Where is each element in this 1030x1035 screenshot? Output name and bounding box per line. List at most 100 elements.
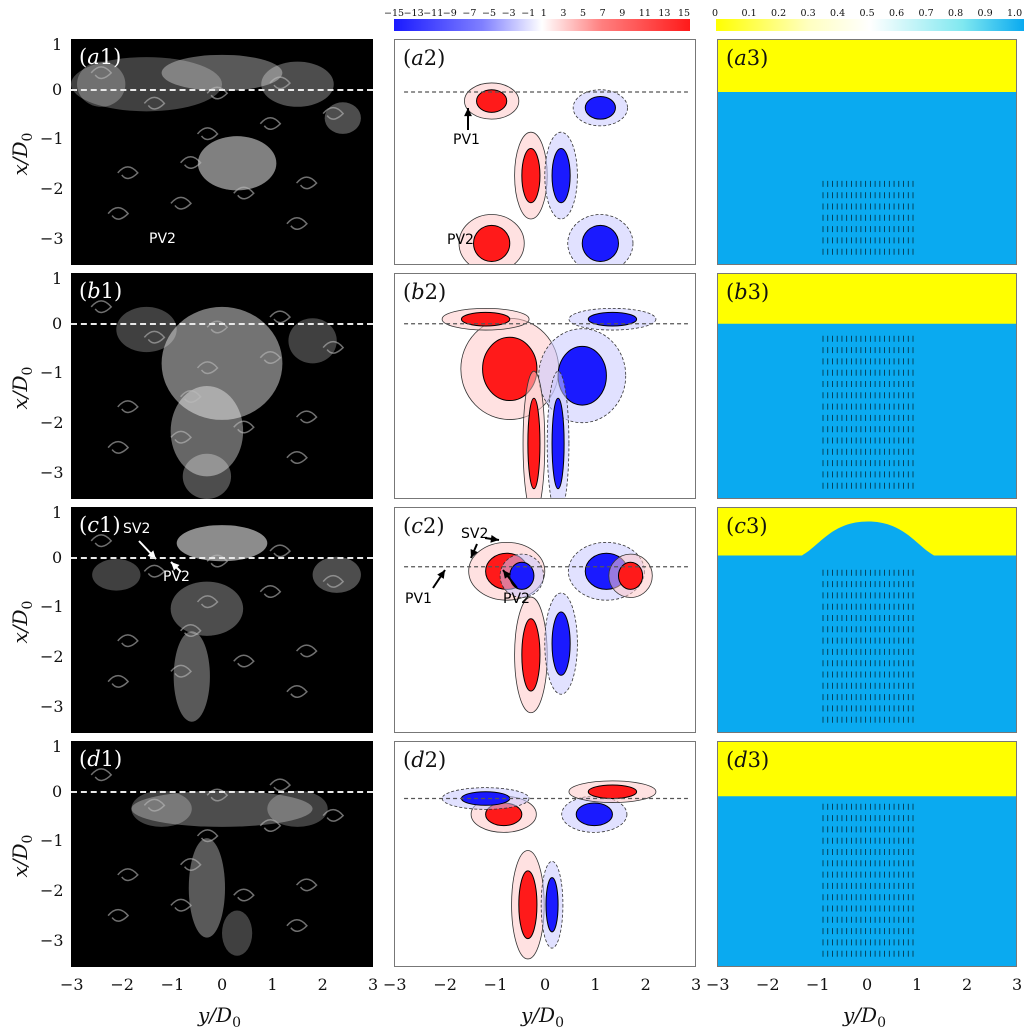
smoke-swirl <box>143 798 166 812</box>
panel-label-close: ) <box>761 280 770 304</box>
smoke-swirl <box>180 623 202 637</box>
panel-label: (d3) <box>726 748 769 772</box>
panel-label-number: 3 <box>747 748 762 772</box>
panel-label-number: 1 <box>98 513 113 537</box>
smoke-swirl <box>170 898 192 912</box>
smoke-swirl <box>322 340 345 354</box>
vorticity-field <box>404 780 688 960</box>
panel-label-letter: d <box>87 747 101 771</box>
x-tick-label: 0 <box>540 975 551 994</box>
volume-fraction-colorbar: 0 0.1 0.2 0.3 0.4 0.5 0.6 0.7 0.8 0.9 1.0 <box>710 0 1030 36</box>
smoke-swirl <box>233 888 255 902</box>
smoke-swirl <box>206 554 229 568</box>
y-tick-label: 0 <box>52 547 63 567</box>
y-tick-label: 1 <box>52 502 63 522</box>
colorbar-tick-label: 9 <box>619 8 626 19</box>
y-tick-label: 0 <box>52 313 63 333</box>
vorticity-core <box>521 147 541 204</box>
smoke-swirl <box>196 595 219 609</box>
vorticity-field <box>404 541 688 714</box>
panel-label-letter: b <box>87 279 101 303</box>
smoke-swirl <box>180 155 202 169</box>
vof-panel: (b3) <box>717 273 1017 499</box>
smoke-swirl <box>107 908 130 922</box>
smoke-plume <box>161 306 283 420</box>
vorticity-core <box>521 618 541 692</box>
smoke-swirl <box>90 768 113 782</box>
smoke-visualization <box>71 54 361 231</box>
smoke-swirl <box>90 534 113 548</box>
smoke-swirl <box>295 878 318 892</box>
vort-graphic <box>404 534 688 714</box>
colorbar-tick-label: −11 <box>423 8 444 19</box>
panel-label: (b1) <box>79 279 122 303</box>
smoke-plume <box>116 306 177 353</box>
y-tick-label: −3 <box>40 228 64 248</box>
panel-label: (a2) <box>403 46 445 70</box>
panel-label-letter: b <box>411 280 425 304</box>
x-tick-label: 1 <box>912 975 923 994</box>
vorticity-core <box>575 802 613 827</box>
panel-label-number: 2 <box>424 748 439 772</box>
smoke-swirl <box>322 106 345 120</box>
smoke-plume <box>324 102 361 134</box>
panel-label-open: ( <box>79 747 88 771</box>
photo-graphic <box>90 300 345 499</box>
y-tick-label: −2 <box>40 647 64 667</box>
smoke-plume <box>131 790 313 827</box>
velocity-vectors <box>822 569 914 723</box>
panel-label-letter: a <box>87 45 100 69</box>
y-tick-label: −2 <box>40 413 64 433</box>
x-tick-label: −1 <box>806 975 830 994</box>
smoke-swirl <box>233 654 255 668</box>
vorticity-core <box>527 397 541 490</box>
smoke-swirl <box>196 829 219 843</box>
smoke-swirl <box>117 868 139 882</box>
panel-label-number: 2 <box>422 514 437 538</box>
smoke-swirl <box>206 788 229 802</box>
smoke-swirl <box>269 778 291 792</box>
smoke-swirl <box>90 300 113 314</box>
y-tick-label: −1 <box>40 363 64 383</box>
vorticity-core <box>509 561 535 590</box>
x-tick-label: −2 <box>756 975 780 994</box>
vortex-annotation: PV2 <box>503 591 530 607</box>
free-surface-line <box>71 790 373 793</box>
photo-panel: (a1) PV2 <box>71 39 373 265</box>
smoke-swirl <box>90 66 113 80</box>
smoke-plume <box>92 558 141 591</box>
free-surface-line <box>71 556 373 559</box>
y-tick-label: −1 <box>40 597 64 617</box>
y-tick-label: −1 <box>40 831 64 851</box>
panel-label-open: ( <box>79 45 88 69</box>
smoke-swirl <box>233 186 255 200</box>
vorticity-core <box>551 611 571 676</box>
x-tick-label: −2 <box>433 975 457 994</box>
smoke-plume <box>161 54 283 91</box>
y-tick-label: 0 <box>52 79 63 99</box>
colorbar-tick-label: −5 <box>482 8 497 19</box>
smoke-plume <box>170 581 244 636</box>
vort-graphic <box>404 307 688 498</box>
x-tick-label: −3 <box>60 975 84 994</box>
smoke-swirl <box>107 674 130 688</box>
smoke-swirl <box>117 166 139 180</box>
panel-label-open: ( <box>726 514 735 538</box>
colorbar-tick-label: 0.5 <box>859 8 875 19</box>
x-tick-label: 1 <box>267 975 278 994</box>
vorticity-core <box>584 96 616 120</box>
smoke-swirl <box>143 564 166 578</box>
annotation-arrowhead <box>470 549 478 558</box>
panel-label-close: ) <box>114 747 123 771</box>
x-axis-label-text: y/D <box>198 1003 233 1027</box>
smoke-swirl <box>196 127 219 141</box>
panel-label-open: ( <box>726 748 735 772</box>
smoke-swirl <box>233 420 255 434</box>
y-axis-label-subscript: 0 <box>20 366 36 376</box>
vorticity-core <box>617 561 644 590</box>
volume-fraction-field <box>718 742 1016 957</box>
panel-label-number: 3 <box>745 514 760 538</box>
colorbar-tick-label: 0.1 <box>741 8 757 19</box>
x-tick-label: −1 <box>160 975 185 994</box>
smoke-swirl <box>295 644 318 658</box>
